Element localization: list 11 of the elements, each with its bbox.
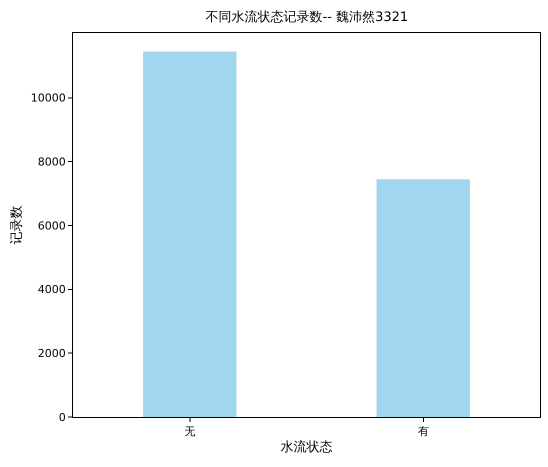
x-axis-title: 水流状态	[280, 438, 332, 455]
y-tick-label: 4000	[38, 283, 66, 296]
y-tick-label: 6000	[38, 219, 66, 232]
y-tick-label: 8000	[38, 155, 66, 168]
x-tick-label: 无	[184, 425, 196, 438]
chart-title: 不同水流状态记录数-- 魏沛然3321	[206, 8, 408, 25]
y-tick-label: 10000	[30, 92, 66, 105]
y-axis-title: 记录数	[10, 206, 25, 244]
y-tick-label: 2000	[38, 347, 66, 360]
x-tick-label: 有	[418, 425, 429, 438]
y-tick-label: 0	[58, 410, 66, 424]
